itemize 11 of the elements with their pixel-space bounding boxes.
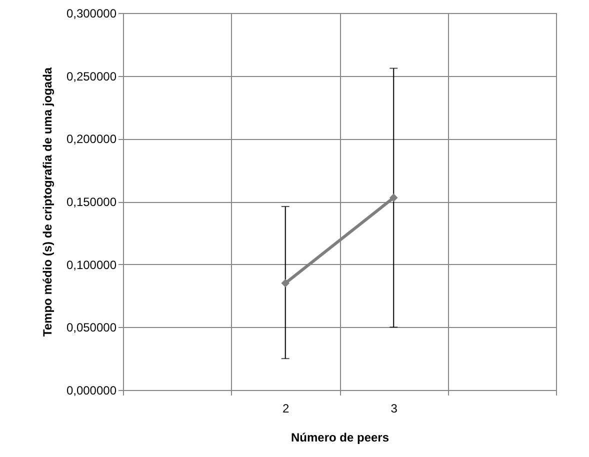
y-tick-label: 0,250000 [66,69,117,84]
y-tick-label: 0,150000 [66,195,117,209]
y-tick-label: 0,300000 [66,6,117,20]
x-tick-label: 2 [282,402,290,416]
y-tick-label: 0,200000 [66,132,117,146]
y-tick-label: 0,050000 [66,320,117,335]
x-tick-label: 3 [390,402,398,416]
x-axis-title: Número de peers [290,430,390,444]
y-tick-label: 0,000000 [66,384,117,398]
y-axis-title: Tempo médio (s) de criptografia de uma jogada [40,67,54,337]
y-tick-label: 0,100000 [66,258,117,272]
